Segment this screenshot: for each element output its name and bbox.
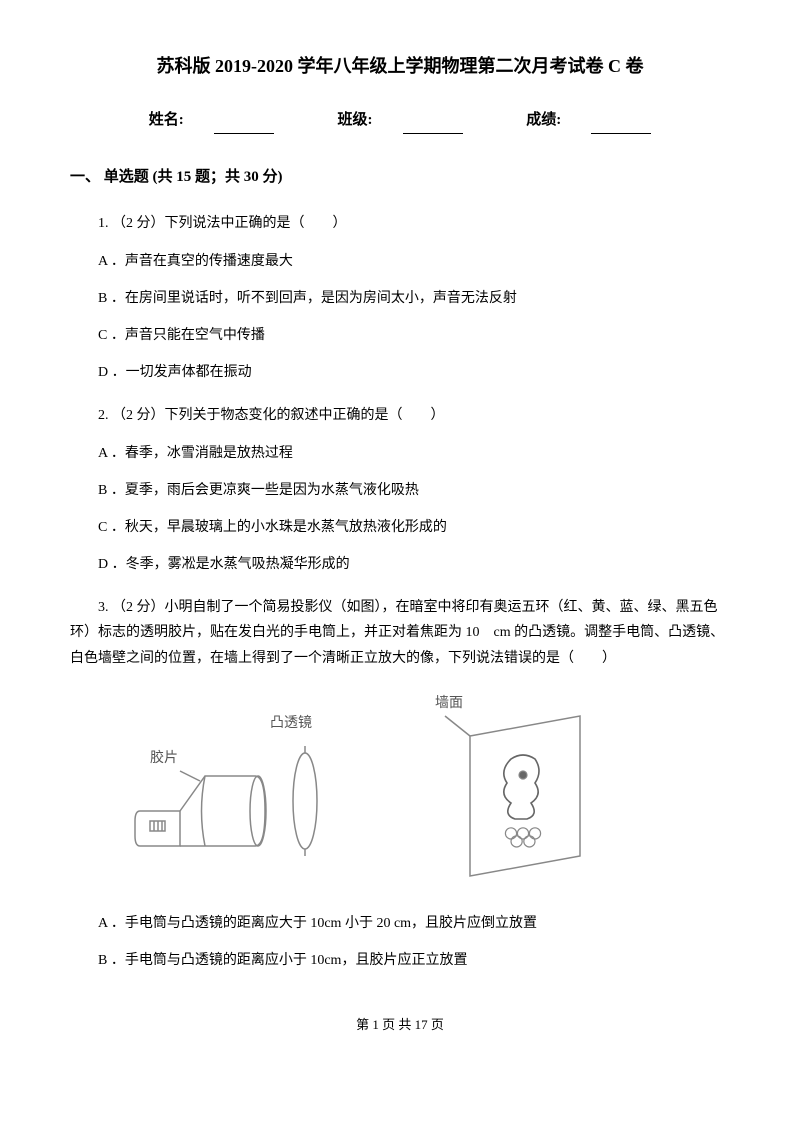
name-field: 姓名: <box>134 112 293 128</box>
section-1-header: 一、 单选题 (共 15 题；共 30 分) <box>70 164 730 191</box>
question-2-option-b: B ．夏季，雨后会更凉爽一些是因为水蒸气液化吸热 <box>70 478 730 503</box>
name-label: 姓名: <box>149 112 184 128</box>
question-2-stem: 2. （2 分）下列关于物态变化的叙述中正确的是（ ） <box>70 403 730 428</box>
question-1-stem: 1. （2 分）下列说法中正确的是（ ） <box>70 211 730 236</box>
score-blank <box>591 118 651 134</box>
class-blank <box>403 118 463 134</box>
class-label: 班级: <box>338 112 373 128</box>
page-footer: 第 1 页 共 17 页 <box>70 1013 730 1036</box>
score-field: 成绩: <box>511 112 666 128</box>
question-3-figure: 胶片 凸透镜 墙面 <box>130 691 730 891</box>
question-3: 3. （2 分）小明自制了一个简易投影仪（如图），在暗室中将印有奥运五环（红、黄… <box>70 595 730 973</box>
question-3-stem: 3. （2 分）小明自制了一个简易投影仪（如图），在暗室中将印有奥运五环（红、黄… <box>70 595 730 671</box>
question-1-option-c: C ．声音只能在空气中传播 <box>70 323 730 348</box>
question-3-option-a: A ．手电筒与凸透镜的距离应大于 10cm 小于 20 cm，且胶片应倒立放置 <box>70 911 730 936</box>
question-1-option-a: A ．声音在真空的传播速度最大 <box>70 249 730 274</box>
class-field: 班级: <box>323 112 482 128</box>
exam-title: 苏科版 2019-2020 学年八年级上学期物理第二次月考试卷 C 卷 <box>70 50 730 82</box>
question-3-option-b: B ．手电筒与凸透镜的距离应小于 10cm，且胶片应正立放置 <box>70 948 730 973</box>
question-2: 2. （2 分）下列关于物态变化的叙述中正确的是（ ） A ．春季，冰雪消融是放… <box>70 403 730 577</box>
question-1-option-b: B ．在房间里说话时，听不到回声，是因为房间太小，声音无法反射 <box>70 286 730 311</box>
question-2-option-a: A ．春季，冰雪消融是放热过程 <box>70 441 730 466</box>
student-info-line: 姓名: 班级: 成绩: <box>70 107 730 134</box>
question-2-option-c: C ．秋天，早晨玻璃上的小水珠是水蒸气放热液化形成的 <box>70 515 730 540</box>
name-blank <box>214 118 274 134</box>
flashlight-icon <box>130 761 270 856</box>
question-2-option-d: D ．冬季，雾凇是水蒸气吸热凝华形成的 <box>70 552 730 577</box>
convex-lens-icon <box>285 746 325 856</box>
question-1-option-d: D ．一切发声体都在振动 <box>70 360 730 385</box>
score-label: 成绩: <box>526 112 561 128</box>
figure-label-lens: 凸透镜 <box>270 711 312 736</box>
question-1: 1. （2 分）下列说法中正确的是（ ） A ．声音在真空的传播速度最大 B ．… <box>70 211 730 385</box>
wall-projection-icon <box>440 711 590 881</box>
